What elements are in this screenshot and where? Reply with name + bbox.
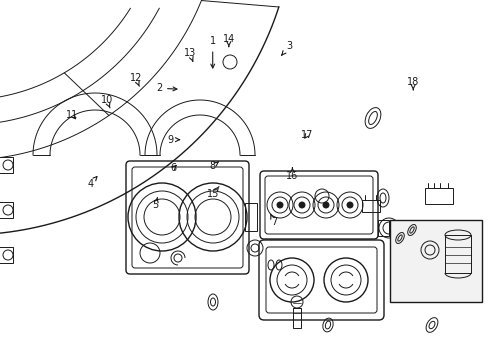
Bar: [0, 247, 13, 263]
Text: 13: 13: [183, 48, 196, 61]
Bar: [292, 308, 301, 328]
Text: 5: 5: [152, 197, 158, 210]
Circle shape: [276, 202, 283, 208]
Text: 18: 18: [406, 77, 419, 90]
Bar: [0, 202, 13, 218]
Text: 9: 9: [167, 135, 179, 145]
Text: 16: 16: [285, 168, 298, 181]
Bar: [361, 200, 379, 212]
Bar: [377, 220, 388, 236]
Text: 11: 11: [66, 110, 79, 120]
Circle shape: [298, 202, 305, 208]
Text: 12: 12: [129, 73, 142, 86]
Text: 10: 10: [100, 95, 113, 108]
Text: 7: 7: [270, 215, 277, 228]
Text: 2: 2: [156, 83, 177, 93]
Bar: [244, 203, 257, 231]
Bar: [0, 157, 13, 173]
Text: 3: 3: [281, 41, 292, 55]
Text: 15: 15: [206, 186, 219, 199]
Text: 17: 17: [300, 130, 313, 140]
Text: 1: 1: [209, 36, 215, 68]
Bar: [444, 235, 470, 273]
Circle shape: [323, 202, 328, 208]
Bar: [389, 220, 481, 302]
Text: 14: 14: [222, 34, 235, 47]
Bar: [424, 188, 452, 204]
Text: 8: 8: [209, 161, 218, 171]
Text: 6: 6: [170, 163, 176, 173]
Text: 4: 4: [87, 176, 97, 189]
Circle shape: [346, 202, 352, 208]
